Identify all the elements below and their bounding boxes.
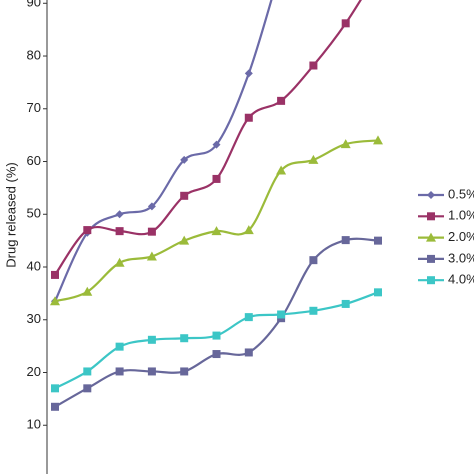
y-tick-label: 60 (27, 153, 41, 168)
y-tick-label: 40 (27, 258, 41, 273)
marker (180, 367, 189, 376)
marker (115, 227, 124, 236)
marker (180, 191, 189, 200)
marker (212, 174, 221, 183)
marker (212, 350, 221, 359)
y-tick-label: 30 (27, 311, 41, 326)
marker (51, 270, 59, 279)
series-line (54, 237, 379, 408)
legend-marker (427, 212, 435, 221)
series-line (54, 0, 273, 302)
marker (212, 140, 221, 149)
marker (308, 154, 319, 164)
y-tick-label: 20 (27, 364, 41, 379)
series-line (54, 291, 379, 390)
marker (146, 251, 157, 261)
legend-label: 3.0% (448, 250, 474, 265)
marker (51, 384, 59, 393)
marker (244, 313, 253, 322)
marker (147, 335, 156, 344)
y-axis-label: Drug released (%) (3, 162, 18, 268)
legend-marker (426, 232, 436, 242)
marker (50, 296, 60, 306)
marker (115, 367, 124, 376)
marker (115, 342, 124, 351)
legend-marker (427, 276, 435, 285)
marker (244, 113, 253, 122)
marker (309, 306, 318, 315)
legend-marker (427, 254, 435, 263)
marker (309, 61, 318, 70)
marker (82, 286, 93, 296)
marker (373, 135, 383, 145)
marker (114, 257, 125, 267)
marker (309, 256, 318, 265)
marker (341, 236, 350, 245)
marker (83, 226, 92, 235)
y-tick-label: 90 (27, 0, 41, 10)
y-tick-label: 10 (27, 417, 41, 432)
marker (341, 299, 350, 308)
marker (277, 96, 286, 105)
y-tick-label: 80 (27, 47, 41, 62)
marker (244, 348, 253, 357)
marker (374, 288, 382, 297)
plot-area (50, 0, 383, 411)
marker (341, 19, 350, 28)
marker (83, 384, 92, 393)
marker (180, 334, 189, 343)
marker (212, 331, 221, 340)
marker (243, 225, 254, 235)
marker (83, 367, 92, 376)
marker (147, 202, 156, 211)
marker (115, 210, 124, 219)
marker (179, 235, 190, 245)
legend-marker (427, 191, 435, 199)
marker (147, 227, 156, 236)
marker (211, 226, 222, 236)
legend-label: 4.0% (448, 272, 474, 287)
marker (244, 69, 253, 78)
marker (374, 236, 382, 245)
marker (276, 165, 287, 175)
legend-label: 2.0% (448, 229, 474, 244)
y-tick-label: 70 (27, 100, 41, 115)
marker (51, 402, 59, 411)
legend-label: 0.5% (448, 186, 474, 201)
y-tick-label: 50 (27, 206, 41, 221)
marker (340, 139, 351, 149)
legend-label: 1.0% (448, 208, 474, 223)
marker (277, 310, 286, 319)
marker (147, 367, 156, 376)
marker (180, 155, 189, 164)
